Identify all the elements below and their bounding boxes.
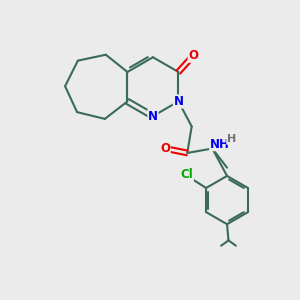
Text: H: H bbox=[227, 134, 236, 144]
Text: O: O bbox=[188, 49, 198, 62]
Text: NH: NH bbox=[210, 138, 230, 151]
Text: N: N bbox=[148, 110, 158, 123]
Text: Cl: Cl bbox=[181, 168, 194, 181]
Text: O: O bbox=[160, 142, 170, 155]
Text: N: N bbox=[173, 95, 183, 108]
